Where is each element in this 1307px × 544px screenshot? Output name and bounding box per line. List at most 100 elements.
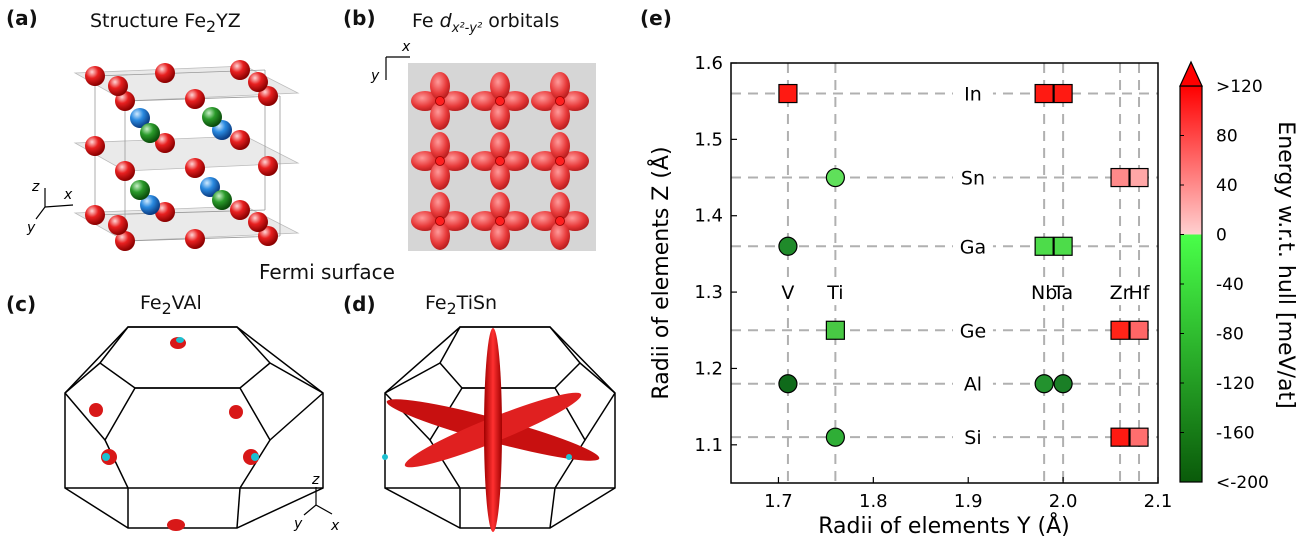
fe-atoms — [85, 60, 278, 251]
orbital-lobe — [441, 211, 469, 231]
panel-d-axis-y: y — [293, 516, 303, 532]
data-point-square — [1110, 427, 1130, 447]
data-point-square — [1034, 83, 1054, 104]
panel-d-title: Fe2TiSn — [425, 292, 497, 318]
plot-frame — [730, 62, 1159, 484]
data-point-square — [1053, 83, 1073, 104]
orbital-lobe — [430, 132, 450, 160]
orbital-lobe — [501, 151, 529, 171]
data-point-square — [778, 83, 798, 104]
panel-c-title-end: VAl — [171, 292, 202, 314]
orbital-lobe — [430, 162, 450, 190]
fe-atom — [495, 96, 505, 106]
fe-atom — [495, 216, 505, 226]
fe-atom — [435, 96, 445, 106]
colorbar-tick-label: >120 — [1216, 77, 1263, 97]
orbital-lobe — [531, 91, 559, 111]
panel-a-axes — [35, 188, 74, 220]
data-point-circle — [1034, 374, 1054, 394]
z-element-label-bg — [952, 372, 993, 395]
panel-a-label: (a) — [6, 6, 38, 30]
panel-d-title-end: TiSn — [456, 292, 498, 314]
y-element-label: Zr — [1110, 282, 1131, 304]
y-element-label: V — [781, 282, 794, 304]
x-tick-label: 2.1 — [1144, 491, 1173, 512]
orbital-lobe — [411, 211, 439, 231]
data-point-circle — [778, 374, 798, 394]
orbital-lobe — [550, 222, 570, 250]
y-element-label: Nb — [1031, 282, 1057, 304]
x-tick-label: 2.0 — [1049, 491, 1078, 512]
panel-d-label: (d) — [343, 292, 376, 316]
y-tick-label: 1.5 — [694, 129, 723, 150]
fermi-surface-title: Fermi surface — [259, 260, 395, 284]
panel-b-axis-x: x — [401, 39, 411, 55]
y-tick-label: 1.3 — [694, 282, 723, 303]
orbital-lobe — [531, 151, 559, 171]
data-point-square — [1034, 236, 1054, 256]
panel-a-title: Structure Fe2YZ — [90, 10, 241, 36]
panel-a-axis-y: y — [26, 220, 36, 236]
orbital-lobe — [411, 151, 439, 171]
y-tick-label: 1.2 — [694, 358, 723, 379]
panel-b-axis-y: y — [370, 68, 380, 84]
z-element-label: Sn — [961, 168, 985, 190]
panel-d-axis-x: x — [330, 518, 340, 534]
data-point-circle — [825, 427, 845, 447]
z-element-label: Ge — [960, 320, 986, 342]
colorbar-label: Energy w.r.t. hull [meV/at] — [1273, 121, 1298, 408]
chart-grid — [731, 63, 1158, 483]
orbital-lobe — [430, 222, 450, 250]
orbital-lobe — [430, 192, 450, 220]
y-element-label: Ti — [826, 282, 843, 304]
colorbar-tick-label: -160 — [1216, 424, 1255, 444]
z-element-label: Si — [964, 427, 981, 449]
colorbar-tick-label: 0 — [1216, 226, 1227, 246]
colorbar-tick-label: 40 — [1216, 176, 1238, 196]
orbital-lobe — [490, 192, 510, 220]
orbital-lobe — [550, 162, 570, 190]
fe-atom — [495, 156, 505, 166]
panel-a-axis-x: x — [63, 187, 73, 203]
panel-a-title-sub: 2 — [206, 16, 217, 36]
z-element-label-bg — [952, 166, 993, 189]
panel-b-title-ital: d — [439, 10, 452, 32]
y-element-label-band — [733, 279, 1156, 306]
chart-marks — [778, 83, 1149, 447]
panel-a-structure: z x y — [26, 60, 300, 251]
panel-b-label: (b) — [343, 6, 376, 30]
panel-b-axes — [385, 56, 410, 80]
chart-ticks: 1.7 1.8 1.9 2.0 2.1 1.1 1.2 1.3 1.4 1.5 1.6 — [694, 53, 1172, 512]
panel-d-title-sub: 2 — [446, 298, 457, 318]
orbital-lobe — [531, 211, 559, 231]
orbital-lobe — [561, 151, 589, 171]
orbital-lobe — [490, 102, 510, 130]
fe-atom — [555, 96, 565, 106]
data-point-circle — [778, 236, 798, 256]
data-point-square — [1129, 320, 1149, 340]
orbital-lobe — [490, 72, 510, 100]
fe-atom — [435, 216, 445, 226]
y-axis-label: Radii of elements Z (Å) — [647, 146, 674, 399]
z-element-label: Al — [964, 374, 982, 396]
orbital-lobe — [430, 102, 450, 130]
orbital-lobe — [430, 72, 450, 100]
z-element-label-bg — [952, 319, 993, 342]
x-tick-label: 1.7 — [764, 491, 793, 512]
x-tick-label: 1.8 — [859, 491, 888, 512]
orbital-lobe — [501, 211, 529, 231]
y-tick-label: 1.6 — [694, 53, 723, 74]
panel-b-orbitals: x y — [370, 39, 596, 251]
colorbar: >120 80 40 0 -40 -80 -120 -160 <-200 — [1179, 60, 1269, 493]
orbital-lobe — [550, 132, 570, 160]
panel-d-brillouin-zone — [384, 326, 616, 529]
orbital-lobe — [501, 91, 529, 111]
z-element-label-bg — [952, 426, 993, 449]
fe-atom — [555, 216, 565, 226]
data-point-square — [1053, 236, 1073, 256]
orbital-lobe — [411, 91, 439, 111]
y-tick-label: 1.1 — [694, 435, 723, 456]
y-element-label: Hf — [1129, 282, 1151, 304]
panel-e-label: (e) — [640, 6, 672, 30]
